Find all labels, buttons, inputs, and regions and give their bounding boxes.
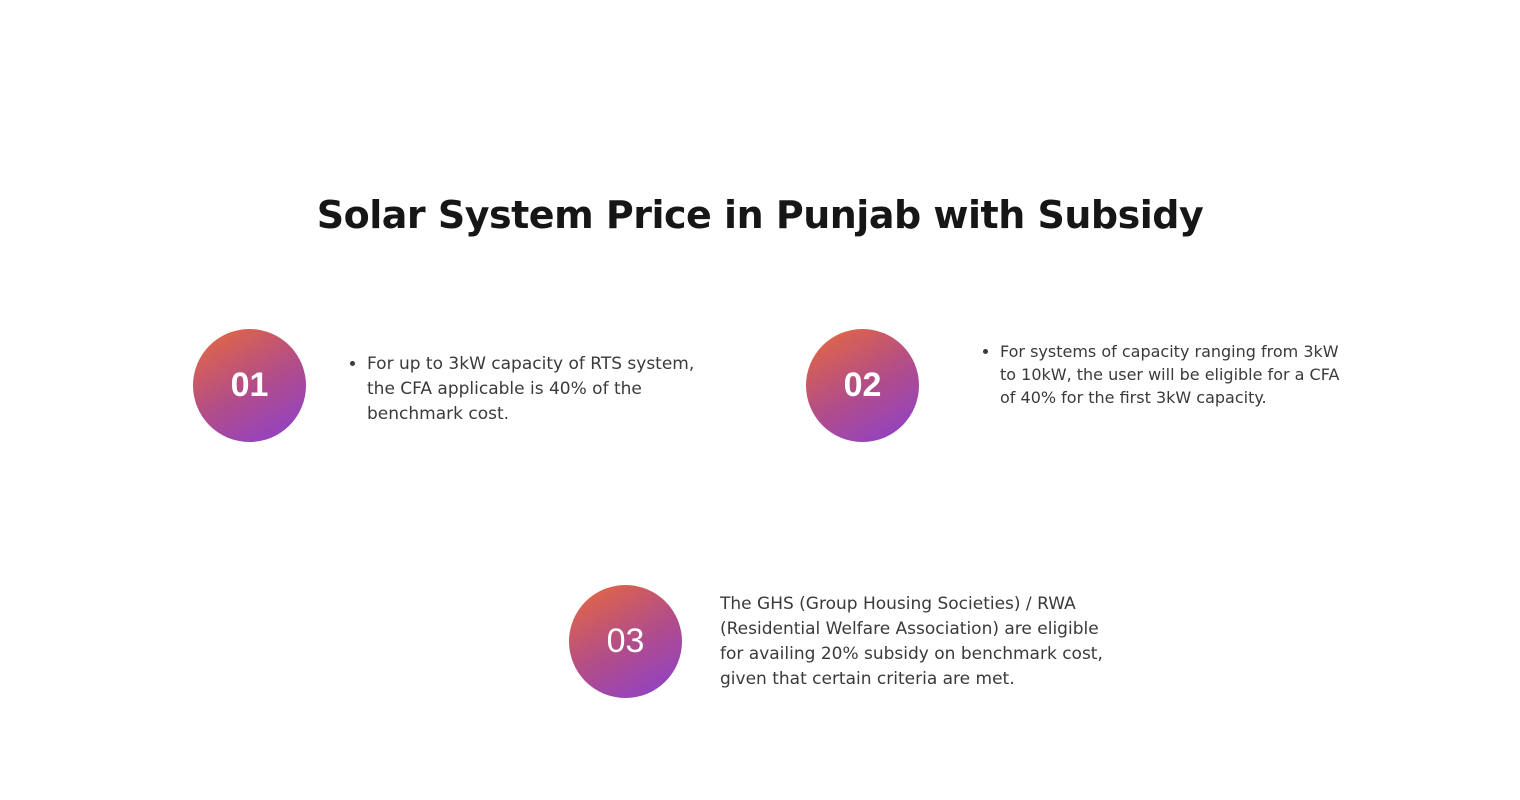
- step-number-badge-01: 01: [193, 329, 306, 442]
- bullet-item: For up to 3kW capacity of RTS system, th…: [367, 352, 702, 427]
- step-number-02: 02: [843, 366, 882, 404]
- step-number-badge-03: 03: [569, 585, 682, 698]
- bullet-item: For systems of capacity ranging from 3kW…: [1000, 340, 1345, 409]
- step-paragraph: The GHS (Group Housing Societies) / RWA …: [720, 594, 1103, 689]
- bullet-list: For up to 3kW capacity of RTS system, th…: [347, 352, 702, 427]
- step-description-01: For up to 3kW capacity of RTS system, th…: [347, 352, 702, 427]
- section-title: Solar System Price in Punjab with Subsid…: [316, 193, 1204, 237]
- step-number-badge-02: 02: [806, 329, 919, 442]
- step-description-03: The GHS (Group Housing Societies) / RWA …: [720, 592, 1105, 692]
- step-number-03: 03: [606, 622, 645, 660]
- bullet-list: For systems of capacity ranging from 3kW…: [980, 340, 1345, 409]
- step-number-01: 01: [230, 366, 269, 404]
- step-description-02: For systems of capacity ranging from 3kW…: [980, 340, 1345, 409]
